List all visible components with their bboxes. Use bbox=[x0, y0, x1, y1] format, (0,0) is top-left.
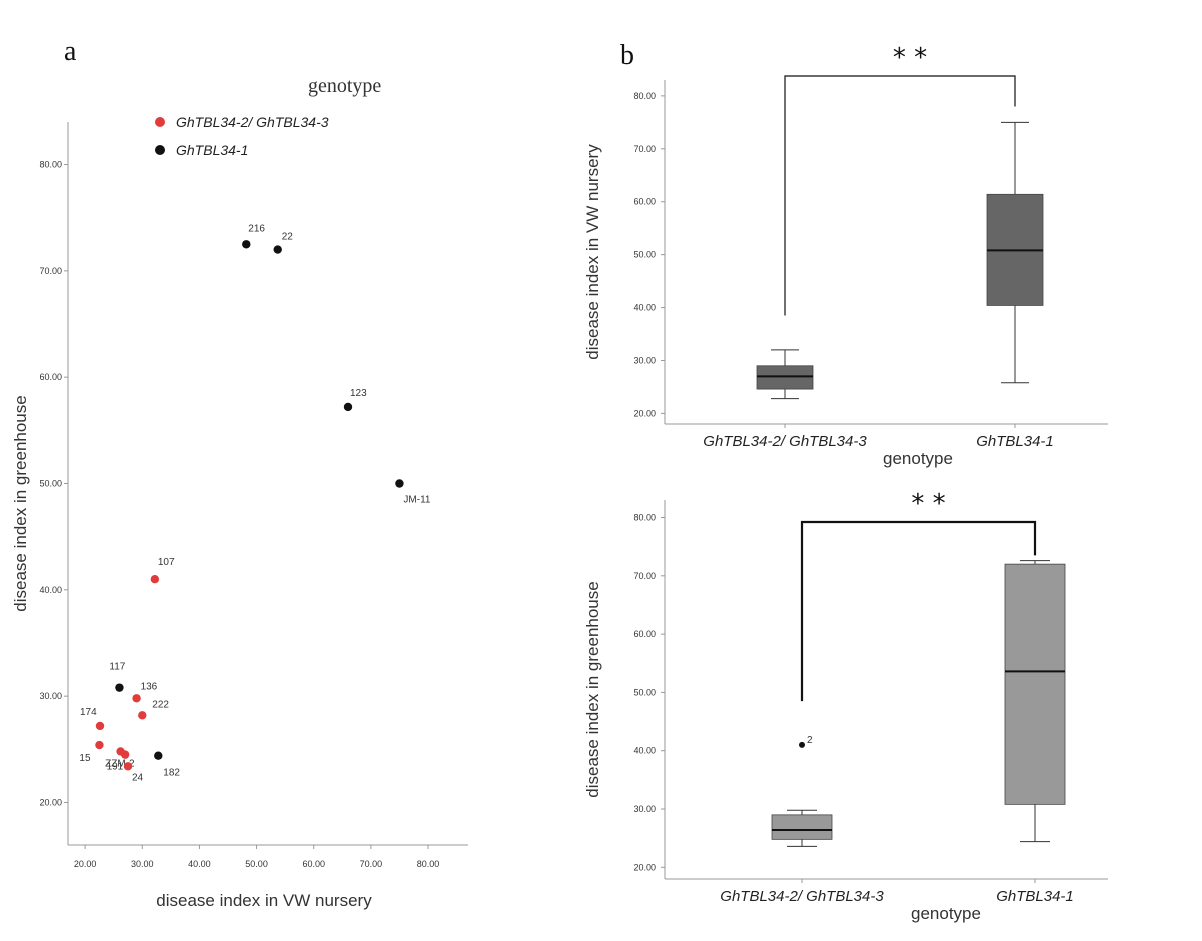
y-axis-title: disease index in greenhouse bbox=[583, 581, 602, 797]
y-tick-label: 40.00 bbox=[39, 585, 62, 595]
y-tick-label: 60.00 bbox=[633, 629, 656, 639]
data-point bbox=[150, 574, 160, 584]
category-label: GhTBL34-1 bbox=[976, 433, 1054, 450]
boxplot-nursery: 20.00 30.00 40.00 50.00 60.00 70.00 80.00 GhTBL… bbox=[583, 43, 1108, 468]
y-tick-label: 60.00 bbox=[633, 197, 656, 207]
point-label: 24 bbox=[132, 772, 144, 783]
legend-entry: GhTBL34-1 bbox=[176, 142, 248, 158]
legend-entry: GhTBL34-2/ GhTBL34-3 bbox=[176, 114, 329, 130]
point-label: 15 bbox=[79, 753, 91, 764]
point-label: 216 bbox=[248, 223, 265, 234]
x-tick-label: 20.00 bbox=[74, 859, 97, 869]
y-tick-label: 50.00 bbox=[39, 479, 62, 489]
y-axis-title: disease index in VW nursery bbox=[583, 144, 602, 360]
data-point bbox=[343, 402, 353, 412]
panel-label-a: a bbox=[64, 36, 77, 67]
y-tick-label: 30.00 bbox=[39, 691, 62, 701]
outlier-label: 2 bbox=[807, 735, 813, 746]
legend-marker bbox=[155, 145, 165, 155]
data-point bbox=[120, 750, 130, 759]
data-point bbox=[123, 762, 133, 771]
data-point bbox=[273, 245, 282, 254]
data-point bbox=[95, 740, 104, 750]
y-tick-label: 40.00 bbox=[633, 746, 656, 756]
point-label: 123 bbox=[350, 388, 367, 399]
y-tick-label: 50.00 bbox=[633, 687, 656, 697]
x-axis-title: genotype bbox=[911, 904, 981, 923]
x-tick-label: 40.00 bbox=[188, 859, 211, 869]
x-axis-title: disease index in VW nursery bbox=[156, 891, 372, 910]
y-tick-label: 30.00 bbox=[633, 804, 656, 814]
box bbox=[1004, 563, 1066, 805]
y-tick-label: 20.00 bbox=[633, 408, 656, 418]
data-point bbox=[242, 240, 251, 249]
legend-title: genotype bbox=[308, 75, 381, 97]
x-tick-label: 60.00 bbox=[302, 859, 325, 869]
data-point bbox=[132, 694, 141, 703]
boxplot-greenhouse: 20.00 30.00 40.00 50.00 60.00 70.00 80.00 GhTBL… bbox=[583, 489, 1108, 923]
y-tick-label: 60.00 bbox=[39, 372, 62, 382]
data-point bbox=[154, 751, 163, 760]
category-label: GhTBL34-2/ GhTBL34-3 bbox=[703, 433, 867, 450]
box bbox=[756, 365, 814, 390]
data-point bbox=[95, 721, 105, 731]
point-label: 22 bbox=[282, 232, 294, 243]
y-tick-label: 40.00 bbox=[633, 303, 656, 313]
y-tick-label: 20.00 bbox=[39, 797, 62, 807]
data-point bbox=[115, 683, 124, 692]
y-tick-label: 80.00 bbox=[633, 91, 656, 101]
significance-bracket bbox=[784, 75, 1016, 316]
scatter-chart: 20.00 30.00 40.00 50.00 60.00 70.00 80.00 20.00… bbox=[11, 75, 468, 910]
panel-label-b: b bbox=[620, 40, 634, 71]
point-label: ZZM-2 bbox=[105, 759, 135, 770]
point-label: 182 bbox=[163, 768, 180, 779]
y-tick-label: 80.00 bbox=[39, 160, 62, 170]
point-label: 117 bbox=[109, 662, 125, 673]
point-label: JM-11 bbox=[403, 495, 430, 506]
point-label: 136 bbox=[141, 681, 158, 692]
x-tick-label: 80.00 bbox=[417, 859, 440, 869]
y-tick-label: 70.00 bbox=[633, 144, 656, 154]
y-tick-label: 70.00 bbox=[633, 571, 656, 581]
x-tick-label: 50.00 bbox=[245, 859, 268, 869]
outlier-point bbox=[799, 741, 805, 748]
point-label: 107 bbox=[158, 557, 175, 568]
significance-marker: * * bbox=[911, 489, 945, 519]
y-tick-label: 20.00 bbox=[633, 862, 656, 872]
x-tick-label: 30.00 bbox=[131, 859, 154, 869]
y-tick-label: 30.00 bbox=[633, 355, 656, 365]
x-axis-title: genotype bbox=[883, 449, 953, 468]
y-axis-title: disease index in greenhouse bbox=[11, 395, 30, 611]
x-tick-label: 70.00 bbox=[360, 859, 383, 869]
y-tick-label: 70.00 bbox=[39, 266, 62, 276]
box bbox=[771, 814, 833, 840]
legend-marker bbox=[155, 117, 165, 127]
point-label: 174 bbox=[80, 707, 97, 718]
point-label: 222 bbox=[152, 699, 169, 710]
significance-marker: * * bbox=[893, 43, 927, 73]
category-label: GhTBL34-1 bbox=[996, 888, 1074, 905]
significance-bracket bbox=[800, 520, 1037, 702]
category-label: GhTBL34-2/ GhTBL34-3 bbox=[720, 888, 884, 905]
data-point bbox=[138, 711, 147, 720]
y-tick-label: 80.00 bbox=[633, 512, 656, 522]
point-label: 191 bbox=[107, 761, 124, 772]
data-point bbox=[395, 479, 404, 488]
y-tick-label: 50.00 bbox=[633, 250, 656, 260]
